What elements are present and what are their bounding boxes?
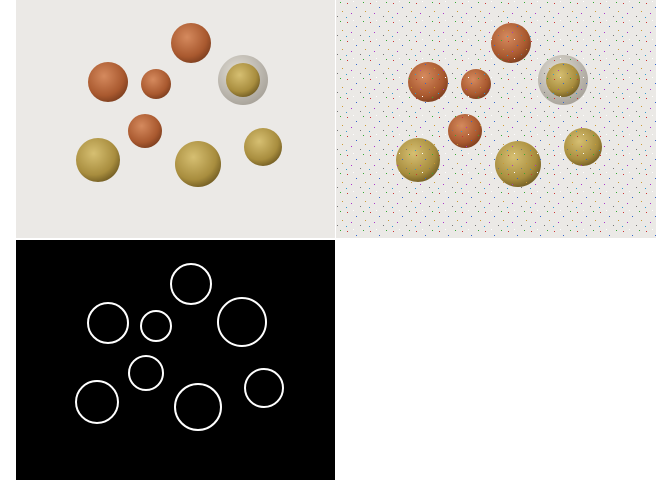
original-image [16, 0, 335, 238]
noisy-image [336, 0, 656, 238]
edge-image [16, 240, 335, 480]
